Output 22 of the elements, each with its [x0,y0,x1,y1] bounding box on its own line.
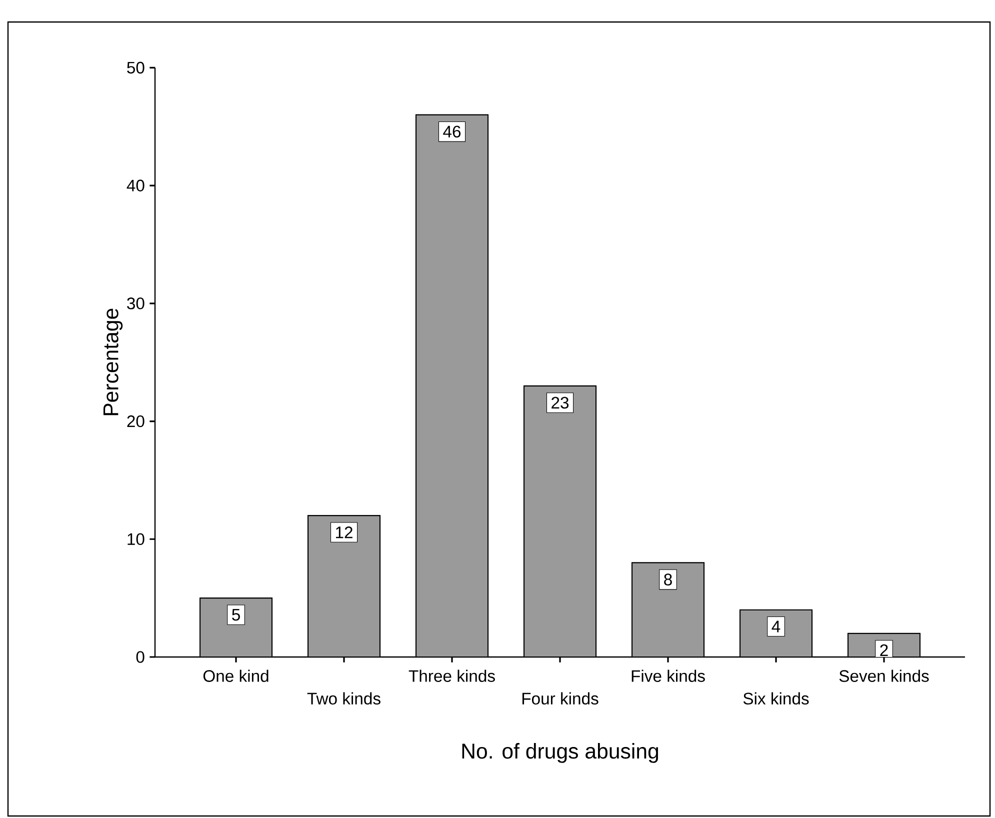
x-tick-label: One kind [203,670,268,682]
y-tick-label: 20 [127,415,144,428]
x-tick-label: Five kinds [632,670,705,682]
data-label: 2 [880,644,888,656]
x-tick-label: Four kinds [522,692,598,705]
data-label: 23 [552,396,569,409]
x-tick-label: Three kinds [408,670,495,682]
data-label: 12 [336,526,352,538]
data-label: 4 [772,620,780,632]
x-tick-label: Six kinds [743,692,809,705]
y-tick-label: 0 [136,651,144,663]
x-tick-label: Two kinds [307,692,380,705]
data-label: 8 [664,574,672,586]
x-axis-title: No. of drugs abusing [462,743,658,763]
y-axis-title: Percentage [103,308,123,416]
y-tick-label: 50 [127,62,144,74]
y-tick-label: 40 [126,180,144,192]
y-tick-label: 30 [127,298,144,310]
data-label: 46 [443,126,461,138]
x-tick-label: Seven kinds [839,670,929,682]
y-tick-label: 10 [128,533,144,546]
data-label: 5 [232,609,240,621]
